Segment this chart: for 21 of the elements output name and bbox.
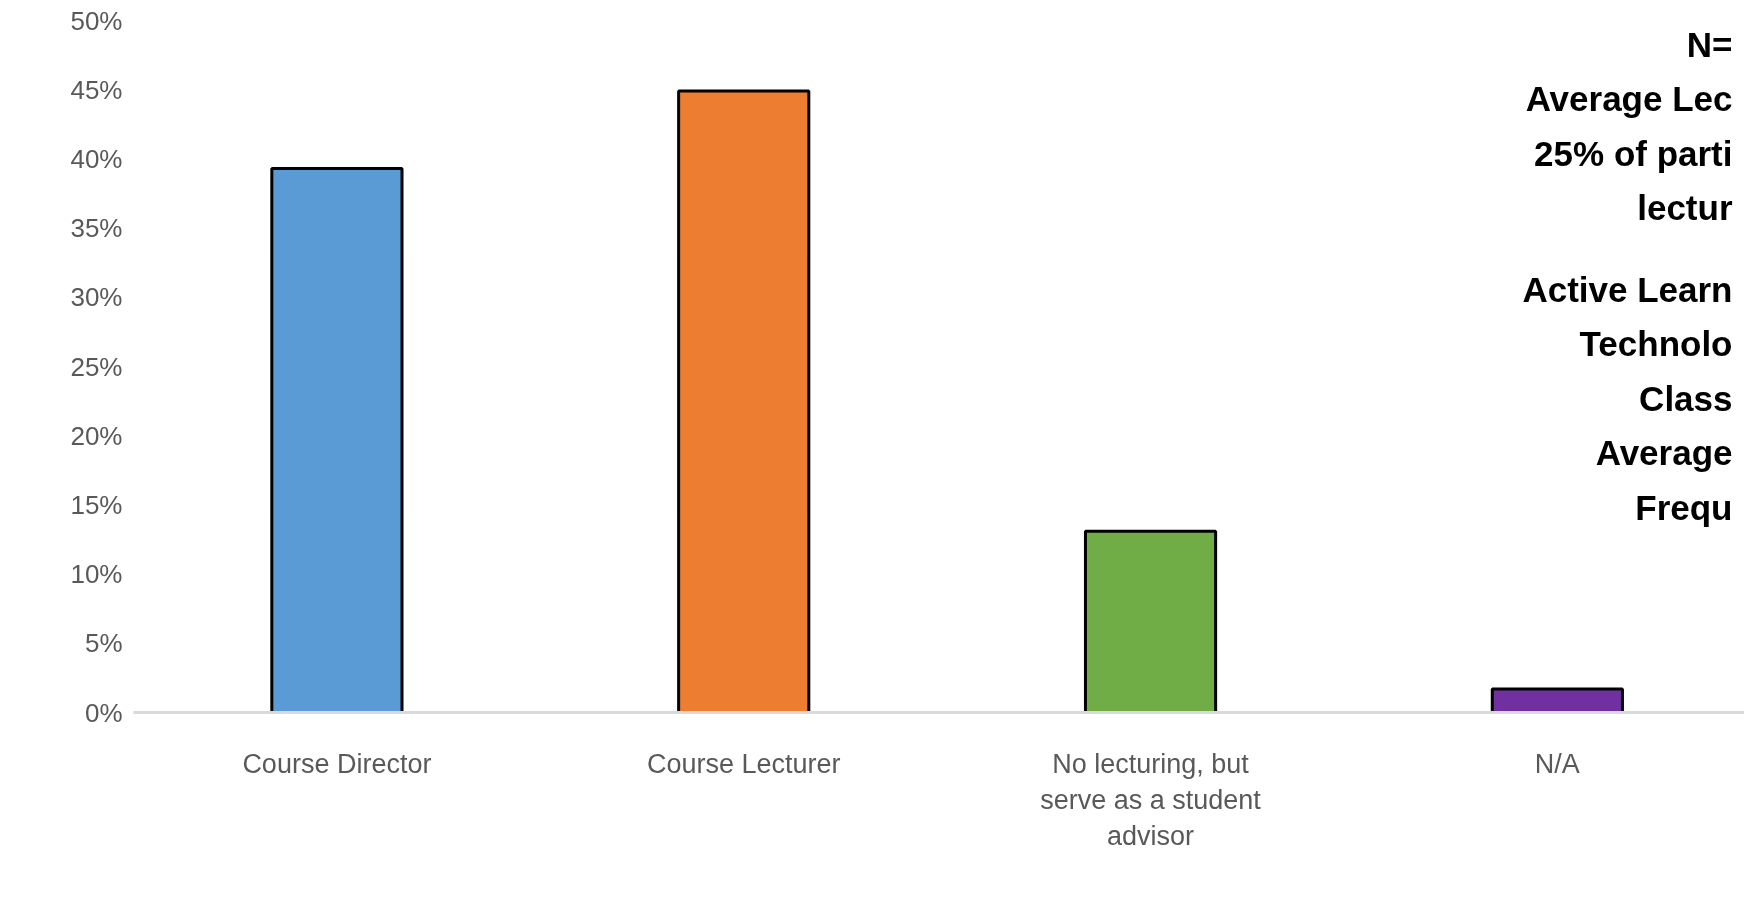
y-tick-label: 20% xyxy=(70,420,123,451)
x-tick-label: Course Lecturer xyxy=(646,748,841,779)
bar xyxy=(1083,529,1218,713)
y-tick-label: 50% xyxy=(70,5,123,36)
bar xyxy=(677,89,811,713)
y-tick-label: 0% xyxy=(84,697,123,728)
y-tick-label: 10% xyxy=(70,559,123,590)
y-tick-label: 40% xyxy=(70,143,123,174)
y-tick-label: 5% xyxy=(84,628,123,659)
y-tick-label: 35% xyxy=(70,213,123,244)
y-tick-label: 45% xyxy=(70,74,123,105)
bar xyxy=(1490,687,1624,713)
y-tick-label: 15% xyxy=(70,489,123,520)
y-tick-label: 30% xyxy=(70,282,123,313)
x-tick-label: Course Director xyxy=(242,748,432,779)
y-tick-label: 25% xyxy=(70,351,123,382)
annotation: Active Learn Technolo Class Average Frequ xyxy=(1522,269,1733,527)
annotation: N= Average Lec 25% of parti lectur xyxy=(1525,24,1733,228)
x-tick-label: No lecturing, but serve as a student advisor xyxy=(1040,748,1262,851)
bar xyxy=(270,167,404,713)
x-tick-label: N/A xyxy=(1534,748,1580,779)
